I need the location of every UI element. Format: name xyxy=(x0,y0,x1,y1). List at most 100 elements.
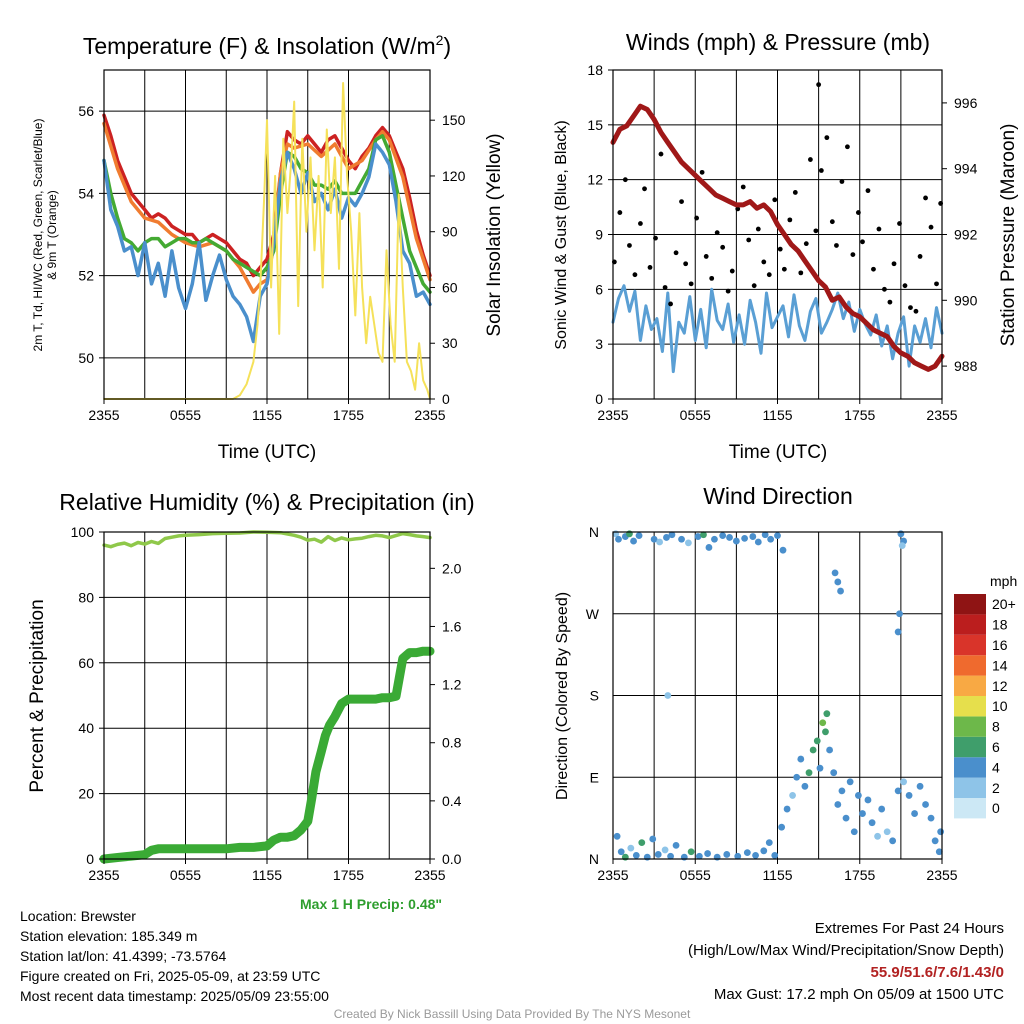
direction-point xyxy=(797,755,805,763)
gust-point xyxy=(703,254,709,259)
gust-point xyxy=(627,243,632,248)
direction-point xyxy=(819,719,827,727)
gust-point xyxy=(632,272,638,278)
x-tick-label: 2355 xyxy=(88,867,119,883)
y-tick-label: 50 xyxy=(78,350,94,366)
gust-point xyxy=(887,299,893,305)
direction-point xyxy=(922,801,929,808)
gust-point xyxy=(647,265,653,270)
y-tick-label: S xyxy=(590,688,599,704)
gust-point xyxy=(834,243,839,248)
x-tick-label: 2355 xyxy=(926,867,957,883)
winds-title: Winds (mph) & Pressure (mb) xyxy=(626,29,930,55)
x-tick-label: 0555 xyxy=(680,867,711,883)
gust-point xyxy=(803,241,809,247)
direction-point xyxy=(635,532,643,540)
y2-tick-label: 0 xyxy=(442,391,450,407)
x-tick-label: 1155 xyxy=(252,407,282,423)
gust-point xyxy=(908,305,913,311)
y2-tick-label: 1.6 xyxy=(442,618,462,634)
direction-point xyxy=(765,839,773,847)
gust-point xyxy=(662,285,668,290)
colorbar-swatch xyxy=(954,614,986,635)
direction-point xyxy=(826,746,833,754)
y-tick-label: 56 xyxy=(78,103,94,119)
sonic_wind-line xyxy=(611,284,944,374)
humidity-series xyxy=(99,530,435,864)
direction-point xyxy=(663,534,670,541)
colorbar-swatch xyxy=(954,634,986,656)
y2-tick-label: 996 xyxy=(954,95,978,111)
direction-point xyxy=(684,539,692,547)
direction-point xyxy=(831,569,839,577)
gust-point xyxy=(829,219,835,225)
gust-point xyxy=(824,135,830,141)
direction-point xyxy=(896,610,903,618)
gust-point xyxy=(839,179,845,184)
x-tick-label: 1755 xyxy=(844,867,875,883)
y-tick-label: 0 xyxy=(86,851,94,867)
direction-point xyxy=(854,792,862,799)
direction-point xyxy=(743,849,751,857)
gust-point xyxy=(934,281,939,287)
gust-point xyxy=(735,206,741,212)
direction-point xyxy=(704,850,711,857)
x-tick-label: 0555 xyxy=(680,407,711,423)
y2-tick-label: 994 xyxy=(954,161,978,177)
gust-point xyxy=(813,228,819,234)
direction-point xyxy=(874,832,881,840)
y2-tick-label: 0.0 xyxy=(442,851,462,867)
y2-tick-label: 1.2 xyxy=(442,677,462,693)
gust-point xyxy=(725,288,731,294)
y-tick-label: 60 xyxy=(78,655,94,671)
gust-point xyxy=(761,259,767,265)
gust-point xyxy=(729,268,735,274)
colorbar-label: 18 xyxy=(992,617,1008,633)
gust-point xyxy=(699,169,705,175)
direction-point xyxy=(664,692,672,699)
direction-point xyxy=(889,837,897,845)
gust-point xyxy=(746,237,752,243)
y-tick-label: 80 xyxy=(78,589,94,605)
direction-ylabel: Direction (Colored By Speed) xyxy=(554,592,571,800)
winds-panel: Winds (mph) & Pressure (mb) 2355 0555 1155… xyxy=(553,29,1019,463)
precip-line xyxy=(99,646,435,864)
direction-point xyxy=(809,746,817,754)
direction-point xyxy=(916,782,924,790)
colorbar-label: 8 xyxy=(992,719,1000,735)
direction-point xyxy=(734,852,742,860)
direction-point xyxy=(789,792,796,799)
colorbar-label: 14 xyxy=(992,657,1008,673)
winds-grid xyxy=(613,69,942,400)
extremes-title: Extremes For Past 24 Hours xyxy=(814,920,1004,937)
y-tick-label: 18 xyxy=(587,62,603,78)
direction-point xyxy=(778,823,786,831)
gust-point xyxy=(923,195,928,201)
y-tick-label: 0 xyxy=(595,391,603,407)
gust-point xyxy=(871,266,876,272)
colorbar-swatch xyxy=(954,736,986,758)
direction-point xyxy=(617,848,625,856)
y2-tick-label: 0.4 xyxy=(442,793,462,809)
y-tick-label: 12 xyxy=(587,172,603,188)
y-tick-label: 54 xyxy=(78,185,94,201)
y-tick-label: W xyxy=(586,606,600,622)
temp2m-line xyxy=(102,113,432,278)
extremes-info: Extremes For Past 24 Hours (High/Low/Max… xyxy=(688,918,1004,1006)
temperature-title: Temperature (F) & Insolation (W/m2) xyxy=(83,32,451,59)
direction-point xyxy=(767,535,775,543)
gust-point xyxy=(658,151,664,157)
direction-point xyxy=(859,810,866,817)
humidity-ylabel: Percent & Precipitation xyxy=(27,599,48,792)
gust-point xyxy=(928,224,934,230)
direction-point xyxy=(927,814,935,822)
y-tick-label: 15 xyxy=(587,117,603,133)
direction-panel: Wind Direction 2355 0555 1155 1755 2355NESWN… xyxy=(554,483,1017,883)
temperature-xlabel: Time (UTC) xyxy=(218,442,317,463)
direction-point xyxy=(672,841,680,849)
gust-point xyxy=(808,157,813,162)
gust-point xyxy=(709,275,715,281)
max-precip-label: Max 1 H Precip: 0.48" xyxy=(300,896,443,912)
y2-tick-label: 2.0 xyxy=(442,560,462,576)
